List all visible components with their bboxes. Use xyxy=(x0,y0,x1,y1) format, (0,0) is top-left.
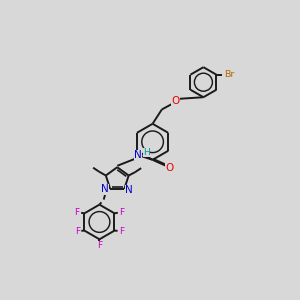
Text: H: H xyxy=(143,148,150,157)
Text: F: F xyxy=(74,208,80,217)
Text: F: F xyxy=(119,208,124,217)
Text: N: N xyxy=(134,150,142,160)
Text: N: N xyxy=(101,184,109,194)
Text: O: O xyxy=(172,96,180,106)
Text: Br: Br xyxy=(224,70,234,79)
Text: O: O xyxy=(165,163,173,173)
Text: N: N xyxy=(125,185,133,195)
Text: F: F xyxy=(75,226,80,236)
Text: F: F xyxy=(119,226,124,236)
Text: F: F xyxy=(97,241,102,250)
